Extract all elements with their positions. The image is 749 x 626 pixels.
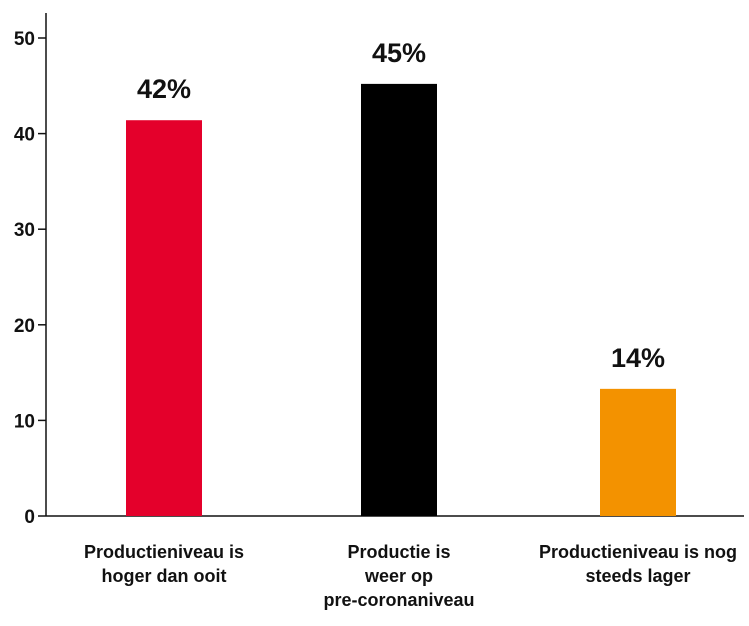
x-category-label-line: Productie is: [347, 542, 450, 562]
x-category-label-line: pre-coronaniveau: [323, 590, 474, 610]
bar: [600, 388, 676, 516]
y-tick-label: 50: [14, 29, 35, 50]
data-label: 42%: [137, 74, 191, 104]
x-category-label-line: hoger dan ooit: [102, 566, 227, 586]
y-tick-label: 20: [14, 316, 35, 337]
x-category-label-line: Productieniveau is: [84, 542, 244, 562]
x-category-label-line: weer op: [364, 566, 433, 586]
x-category-label: Productieniveau is hoger dan ooit: [84, 542, 244, 586]
data-label: 45%: [372, 38, 426, 68]
y-tick-label: 0: [24, 507, 35, 528]
data-label: 14%: [611, 343, 665, 373]
x-category-label: Productieniveau is nog steeds lager: [539, 542, 737, 586]
bar: [361, 83, 437, 516]
y-tick-label: 10: [14, 411, 35, 432]
bar: [126, 120, 202, 516]
y-tick-label: 40: [14, 125, 35, 146]
y-tick-label: 30: [14, 220, 35, 241]
x-category-label-line: steeds lager: [585, 566, 690, 586]
x-category-label-line: Productieniveau is nog: [539, 542, 737, 562]
x-category-label: Productie is weer op pre-coronaniveau: [323, 542, 474, 610]
